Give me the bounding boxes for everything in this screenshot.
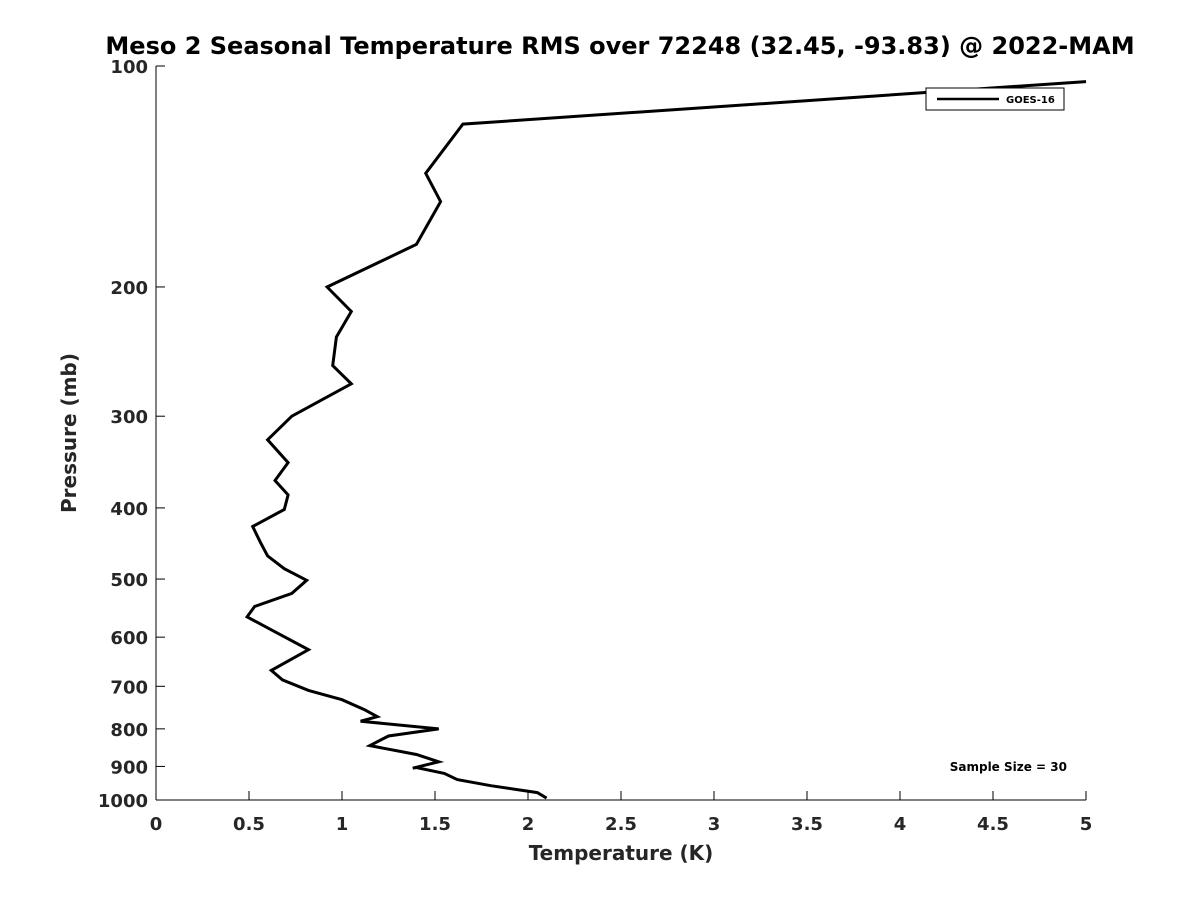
- y-tick-label: 500: [110, 570, 148, 591]
- y-tick-label: 1000: [98, 791, 148, 812]
- legend-label-goes-16: GOES-16: [1006, 95, 1055, 106]
- y-tick-label: 200: [110, 278, 148, 299]
- x-ticks: 0 0.5 1 1.5 2 2.5 3 3.5 4 4.5 5: [150, 791, 1093, 835]
- x-tick-label: 3: [708, 814, 721, 835]
- sample-size-annotation: Sample Size = 30: [950, 760, 1067, 774]
- x-tick-label: 5: [1080, 814, 1093, 835]
- y-tick-label: 900: [110, 757, 148, 778]
- x-tick-label: 4.5: [977, 814, 1009, 835]
- series-line-goes-16: [244, 80, 1087, 800]
- x-tick-label: 0: [150, 814, 163, 835]
- x-tick-label: 0.5: [233, 814, 265, 835]
- y-tick-label: 100: [110, 57, 148, 78]
- x-tick-label: 2: [522, 814, 535, 835]
- y-tick-label: 400: [110, 499, 148, 520]
- x-axis-label: Temperature (K): [529, 841, 714, 865]
- y-tick-label: 800: [110, 720, 148, 741]
- y-axis-label: Pressure (mb): [57, 353, 81, 513]
- y-tick-label: 600: [110, 628, 148, 649]
- plot-area: [155, 66, 1086, 801]
- chart-title: Meso 2 Seasonal Temperature RMS over 722…: [105, 32, 1134, 60]
- y-ticks: 100 200 300 400 500 600 700 800 900 1000: [98, 57, 165, 812]
- y-tick-label: 300: [110, 407, 148, 428]
- y-tick-label: 700: [110, 677, 148, 698]
- x-tick-label: 1.5: [419, 814, 451, 835]
- x-tick-label: 2.5: [605, 814, 637, 835]
- x-tick-label: 1: [336, 814, 349, 835]
- x-tick-label: 3.5: [791, 814, 823, 835]
- series-layer: [244, 80, 1087, 800]
- legend: GOES-16: [925, 87, 1065, 111]
- x-tick-label: 4: [894, 814, 907, 835]
